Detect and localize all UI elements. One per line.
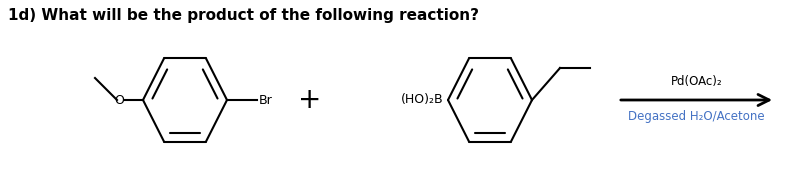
Text: Br: Br (259, 94, 273, 106)
Text: 1d) What will be the product of the following reaction?: 1d) What will be the product of the foll… (8, 8, 479, 23)
Text: O: O (114, 94, 124, 106)
Text: Degassed H₂O/Acetone: Degassed H₂O/Acetone (628, 110, 765, 123)
Text: Pd(OAc)₂: Pd(OAc)₂ (671, 75, 722, 88)
Text: (HO)₂B: (HO)₂B (402, 94, 444, 106)
Text: +: + (298, 86, 322, 114)
